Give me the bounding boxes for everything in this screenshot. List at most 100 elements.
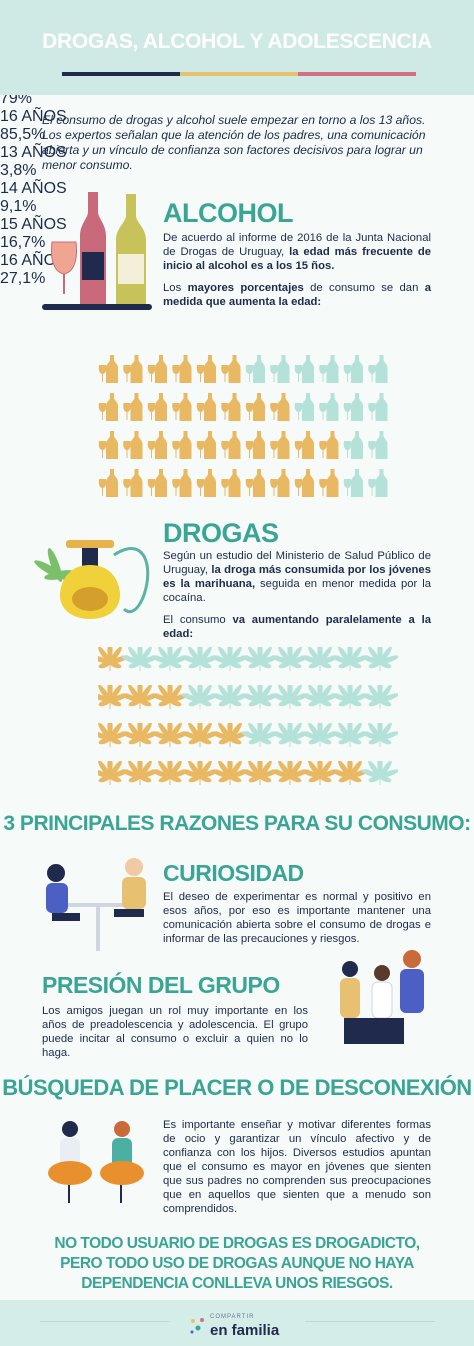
leaflet	[319, 647, 332, 664]
leaflet	[181, 693, 201, 702]
leaflet	[139, 661, 152, 669]
icon	[343, 393, 363, 421]
leaflet	[229, 723, 242, 740]
glass-stem	[224, 450, 226, 458]
icon	[221, 355, 241, 383]
leaflet	[289, 775, 302, 783]
glass-stem	[200, 450, 201, 458]
body	[371, 981, 393, 1019]
glass-stem	[151, 412, 152, 420]
leaflet	[128, 761, 141, 778]
leaf	[34, 548, 76, 582]
shelf	[42, 304, 152, 310]
leaflet	[128, 723, 141, 740]
leaflet	[368, 685, 381, 702]
leaflet	[338, 723, 351, 740]
leaflet	[229, 761, 242, 778]
leaflet	[169, 685, 182, 702]
leaflet	[121, 731, 141, 740]
bottle	[130, 431, 143, 459]
leaflet	[319, 737, 332, 745]
glass	[319, 441, 327, 450]
leaflet	[349, 737, 362, 745]
leaflet	[139, 685, 152, 702]
glass-stem	[126, 488, 128, 496]
icon	[196, 355, 216, 383]
leaflet	[188, 761, 201, 778]
leaflet	[271, 731, 291, 740]
bold-text: la edad más frecuente de inicio al alcoh…	[163, 246, 431, 272]
glass	[343, 403, 352, 412]
leaflet	[308, 775, 321, 783]
body	[340, 978, 360, 1018]
leaflet	[158, 761, 171, 778]
icon	[241, 685, 279, 709]
stem	[139, 663, 141, 671]
leaflet	[98, 693, 111, 702]
bottle	[253, 469, 265, 497]
leaflet	[379, 661, 392, 669]
body	[60, 1138, 80, 1168]
leaflet	[379, 655, 398, 664]
icon	[319, 355, 339, 383]
glass	[368, 479, 376, 488]
leaflet	[109, 661, 122, 669]
reason-text: El deseo de experimentar es normal y pos…	[163, 891, 431, 945]
leaflet	[211, 731, 231, 740]
leaflet	[218, 685, 231, 702]
leaflet	[218, 775, 231, 783]
bottle	[228, 355, 241, 383]
leaflet	[259, 723, 272, 740]
leaflet	[379, 769, 398, 778]
row-label: 13 AÑOS	[0, 144, 67, 161]
leaflet	[98, 647, 111, 664]
leaflet	[109, 775, 122, 783]
leaflet	[331, 731, 351, 740]
leaflet	[338, 685, 351, 702]
leaflet	[188, 723, 201, 740]
leaflet	[361, 769, 381, 778]
bottle	[351, 355, 363, 383]
leaflet	[361, 655, 381, 664]
glass-stem	[151, 374, 152, 382]
leaflet	[229, 647, 242, 664]
bottle	[277, 469, 290, 497]
leaflet	[128, 685, 141, 702]
stem	[109, 663, 111, 671]
leaflet	[121, 655, 141, 664]
leaflet	[349, 661, 362, 669]
text: de consumo se dan	[303, 282, 425, 294]
glass-stem	[273, 450, 275, 458]
glass-stem	[151, 488, 152, 496]
stem	[199, 739, 201, 747]
bottle	[253, 393, 265, 421]
leaflet	[248, 699, 261, 707]
leaflet	[289, 647, 302, 664]
leaflet	[98, 723, 111, 740]
leaflet	[289, 723, 302, 740]
icon	[211, 685, 249, 709]
leaflet	[121, 769, 141, 778]
stem	[139, 777, 141, 785]
stem	[259, 777, 261, 785]
glass-stem	[151, 450, 152, 458]
row-value: 16,7%	[0, 234, 46, 251]
stem	[379, 663, 381, 671]
leaflet	[218, 661, 231, 669]
leaflet	[158, 647, 171, 664]
leaflet	[109, 737, 122, 745]
glass-stem	[126, 374, 128, 382]
leaflet	[338, 647, 351, 664]
icon	[319, 469, 339, 497]
leaflet	[308, 699, 321, 707]
leaflet	[379, 699, 392, 707]
leaflet	[98, 731, 111, 740]
icon	[361, 761, 398, 785]
head	[342, 961, 358, 977]
icon	[343, 431, 363, 459]
icon	[121, 723, 159, 747]
leaflet	[139, 647, 152, 664]
alcohol-illustration	[42, 192, 152, 310]
leaflet	[289, 685, 302, 702]
bottle	[106, 393, 118, 421]
